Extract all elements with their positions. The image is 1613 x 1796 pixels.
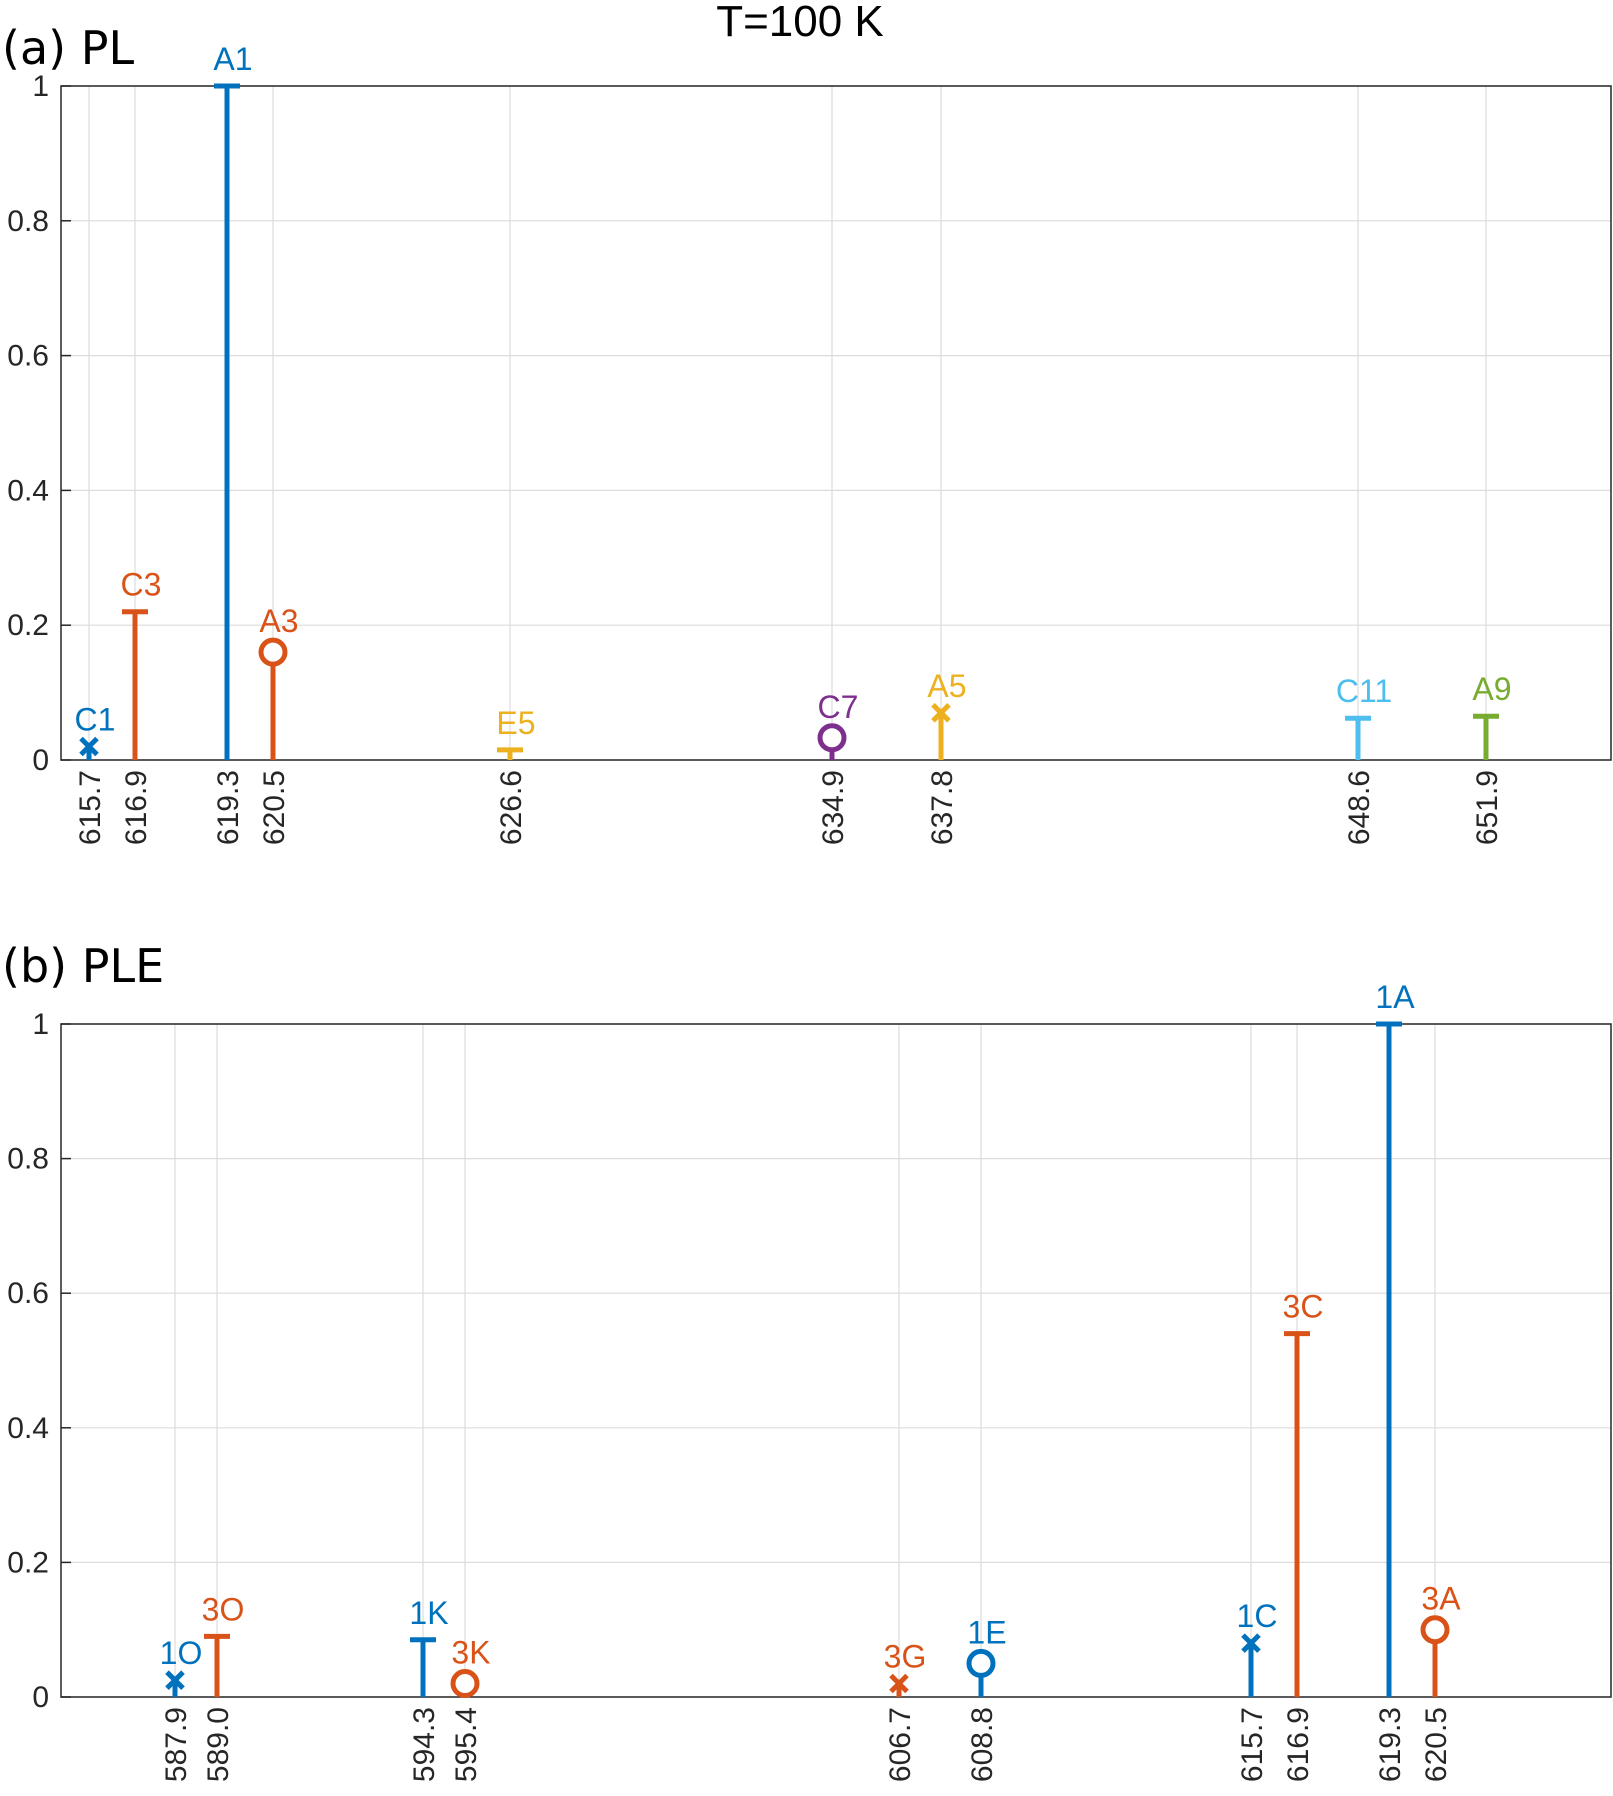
- x-marker-1o: [165, 1670, 185, 1690]
- x-marker-c1: [79, 736, 99, 757]
- peak-label-c7: C7: [818, 689, 859, 725]
- peak-label-1o: 1O: [160, 1635, 203, 1671]
- x-tick-label: 619.3: [212, 770, 245, 845]
- axes-frame: [60, 85, 1612, 761]
- peak-label-c11: C11: [1336, 673, 1392, 709]
- peak-label-a1: A1: [213, 41, 252, 77]
- y-tick-label: 0.2: [7, 1546, 49, 1579]
- x-tick-label: 620.5: [1420, 1707, 1453, 1782]
- y-tick-label: 0.8: [7, 205, 49, 238]
- x-tick-label: 616.9: [1282, 1707, 1315, 1782]
- x-tick-label: 648.6: [1343, 770, 1376, 845]
- panel-a-label: (a) PL: [2, 21, 134, 75]
- peak-label-c1: C1: [75, 702, 116, 738]
- x-tick-label: 651.9: [1471, 770, 1504, 845]
- circle-marker-a3: [258, 637, 288, 667]
- panel-b-grid: [61, 1023, 1611, 1698]
- x-tick-label: 626.6: [495, 770, 528, 845]
- x-tick-label: 587.9: [160, 1707, 193, 1782]
- x-tick-label: 620.5: [258, 770, 291, 845]
- peak-label-3c: 3C: [1283, 1289, 1324, 1325]
- panel-a-grid: [61, 85, 1611, 761]
- y-tick-label: 0: [32, 1681, 49, 1714]
- x-tick-label: 595.4: [450, 1707, 483, 1782]
- x-marker-3g: [889, 1673, 909, 1694]
- peak-label-1e: 1E: [967, 1614, 1006, 1650]
- circle-marker-3k: [450, 1669, 480, 1699]
- panel-b-axes: [60, 1023, 1612, 1698]
- y-tick-label: 0.4: [7, 1412, 49, 1445]
- x-marker-a5: [931, 703, 951, 723]
- panel-a-y-ticks: 0 0.2 0.4 0.6 0.8 1: [7, 70, 49, 777]
- x-tick-label: 615.7: [74, 770, 107, 845]
- circle-marker-3a: [1420, 1615, 1450, 1645]
- figure-title: T=100 K: [716, 0, 884, 46]
- x-tick-label: 616.9: [120, 770, 153, 845]
- peak-label-3g: 3G: [884, 1639, 927, 1675]
- peak-label-a5: A5: [927, 668, 966, 704]
- peak-label-1a: 1A: [1375, 979, 1415, 1015]
- peak-label-3o: 3O: [202, 1591, 245, 1627]
- x-tick-label: 634.9: [817, 770, 850, 845]
- y-tick-label: 1: [32, 70, 49, 103]
- y-tick-label: 0.2: [7, 609, 49, 642]
- x-marker-1c: [1241, 1633, 1261, 1653]
- y-tick-label: 0.4: [7, 474, 49, 507]
- x-tick-label: 619.3: [1374, 1707, 1407, 1782]
- x-tick-label: 608.8: [966, 1707, 999, 1782]
- peak-label-3k: 3K: [451, 1635, 490, 1671]
- axes-frame: [60, 1023, 1612, 1698]
- panel-a-axes: [60, 85, 1612, 761]
- panel-b-label: (b) PLE: [2, 939, 164, 993]
- y-tick-label: 1: [32, 1008, 49, 1041]
- y-tick-label: 0: [32, 744, 49, 777]
- circle-marker-c7: [817, 723, 847, 753]
- panel-a-pl: (a) PL 0 0.2 0.4 0.6 0.8 1 C1 C3 A1 A3 E5 C7 A5 C11 A…: [2, 21, 1612, 845]
- panel-a-stems: C1 C3 A1 A3 E5 C7 A5 C11 A9: [75, 41, 1512, 760]
- peak-label-3a: 3A: [1421, 1581, 1461, 1617]
- panel-a-x-ticks: 615.7 616.9 619.3 620.5 626.6 634.9 637.8 648.6…: [74, 770, 1504, 845]
- panel-b-y-ticks: 0 0.2 0.4 0.6 0.8 1: [7, 1008, 49, 1714]
- y-tick-label: 0.6: [7, 1277, 49, 1310]
- peak-label-1c: 1C: [1237, 1598, 1278, 1634]
- circle-marker-1e: [966, 1648, 996, 1678]
- x-tick-label: 594.3: [408, 1707, 441, 1782]
- peak-label-c3: C3: [121, 567, 162, 603]
- x-tick-label: 615.7: [1236, 1707, 1269, 1782]
- x-tick-label: 606.7: [884, 1707, 917, 1782]
- peak-label-a3: A3: [259, 603, 298, 639]
- y-tick-label: 0.8: [7, 1143, 49, 1176]
- panel-b-x-ticks: 587.9 589.0 594.3 595.4 606.7 608.8 615.7 616.9…: [160, 1707, 1453, 1782]
- x-tick-label: 637.8: [926, 770, 959, 845]
- peak-label-a9: A9: [1472, 671, 1511, 707]
- x-tick-label: 589.0: [202, 1707, 235, 1782]
- peak-label-1k: 1K: [409, 1595, 448, 1631]
- y-tick-label: 0.6: [7, 340, 49, 373]
- peak-label-e5: E5: [496, 705, 535, 741]
